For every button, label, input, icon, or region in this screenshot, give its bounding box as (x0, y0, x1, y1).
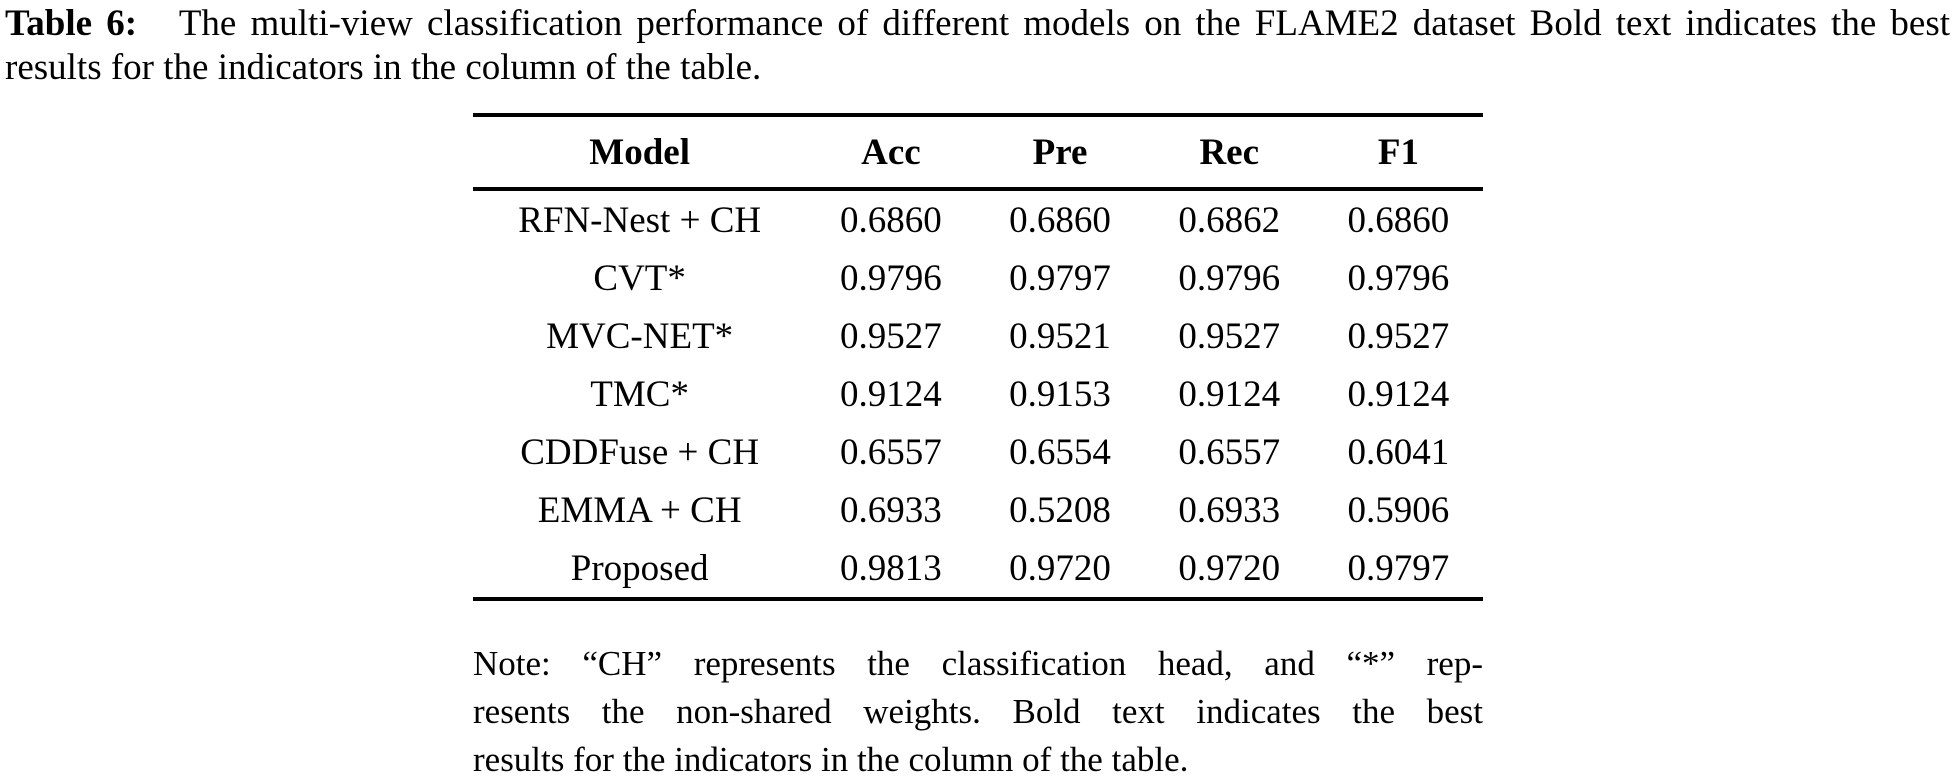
metric-cell: 0.9813 (840, 547, 942, 589)
metric-cell: 0.6041 (1347, 431, 1450, 473)
metric-cell: 0.9521 (1009, 315, 1111, 357)
note-line: resents the non-shared weights. Bold tex… (473, 692, 1483, 731)
metric-cell: 0.9124 (1178, 373, 1281, 415)
model-cell: RFN-Nest + CH (518, 199, 762, 241)
column-header-f1: F1 (1313, 115, 1483, 191)
column-header-acc: Acc (806, 115, 976, 191)
model-cell: MVC-NET* (546, 315, 734, 357)
model-cell: CVT* (593, 257, 686, 299)
metric-cell: 0.6557 (1178, 431, 1281, 473)
model-cell: CDDFuse + CH (520, 431, 760, 473)
table-row: MVC-NET* 0.9527 0.9521 0.9527 0.9527 (473, 307, 1483, 365)
metric-cell: 0.9796 (1347, 257, 1450, 299)
metric-cell: 0.5208 (1009, 489, 1111, 531)
note-line: Note: “CH” represents the classification… (473, 644, 1483, 683)
metric-cell: 0.6860 (1009, 199, 1111, 241)
metric-cell: 0.5906 (1347, 489, 1450, 531)
table-row: RFN-Nest + CH 0.6860 0.6860 0.6862 0.686… (473, 189, 1483, 249)
metric-cell: 0.9124 (1347, 373, 1450, 415)
metric-cell: 0.9527 (840, 315, 942, 357)
metric-cell: 0.9527 (1178, 315, 1281, 357)
metric-cell: 0.9797 (1009, 257, 1111, 299)
metric-cell: 0.6860 (840, 199, 942, 241)
metric-cell: 0.6554 (1009, 431, 1111, 473)
results-table: Model Acc Pre Rec F1 RFN-Nest + CH 0.686… (473, 113, 1483, 601)
metric-cell: 0.6862 (1178, 199, 1281, 241)
metric-cell: 0.6933 (840, 489, 942, 531)
metric-cell: 0.6557 (840, 431, 942, 473)
table-row: TMC* 0.9124 0.9153 0.9124 0.9124 (473, 365, 1483, 423)
table-row: CDDFuse + CH 0.6557 0.6554 0.6557 0.6041 (473, 423, 1483, 481)
header-row: Model Acc Pre Rec F1 (473, 115, 1483, 191)
metric-cell: 0.9124 (840, 373, 942, 415)
table-note: Note: “CH” represents the classification… (473, 640, 1483, 777)
table-body: RFN-Nest + CH 0.6860 0.6860 0.6862 0.686… (473, 189, 1483, 599)
column-header-model: Model (473, 115, 807, 191)
metric-cell: 0.9527 (1347, 315, 1450, 357)
metric-cell: 0.9720 (1178, 547, 1281, 589)
metric-cell: 0.9796 (840, 257, 942, 299)
metric-cell: 0.9720 (1009, 547, 1111, 589)
column-header-rec: Rec (1144, 115, 1314, 191)
note-line: results for the indicators in the column… (473, 740, 1189, 777)
model-cell: Proposed (570, 547, 709, 589)
table-caption-text: The multi-view classification performanc… (5, 3, 1951, 88)
table-row: Proposed 0.9813 0.9720 0.9720 0.9797 (473, 539, 1483, 599)
metric-cell: 0.9797 (1347, 547, 1450, 589)
metric-cell: 0.6860 (1347, 199, 1450, 241)
table-caption: Table 6: The multi-view classification p… (5, 2, 1950, 89)
metric-cell: 0.6933 (1178, 489, 1281, 531)
table-caption-label: Table 6: (5, 3, 138, 44)
table-header: Model Acc Pre Rec F1 (473, 115, 1483, 191)
metric-cell: 0.9796 (1178, 257, 1281, 299)
column-header-pre: Pre (975, 115, 1145, 191)
model-cell: EMMA + CH (537, 489, 742, 531)
model-cell: TMC* (590, 373, 689, 415)
table-row: CVT* 0.9796 0.9797 0.9796 0.9796 (473, 249, 1483, 307)
metric-cell: 0.9153 (1009, 373, 1111, 415)
table-row: EMMA + CH 0.6933 0.5208 0.6933 0.5906 (473, 481, 1483, 539)
